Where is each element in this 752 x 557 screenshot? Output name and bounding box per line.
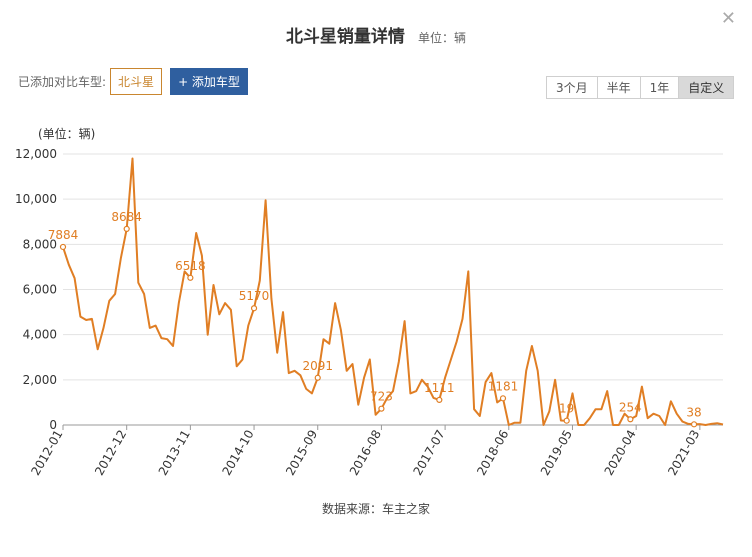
x-tick-label: 2012-12 <box>92 428 129 478</box>
data-label: 254 <box>619 400 642 414</box>
data-label: 1111 <box>424 381 455 395</box>
data-point <box>690 421 698 428</box>
data-label: 6518 <box>175 259 206 273</box>
data-label: 19 <box>559 402 574 416</box>
x-tick-label: 2017-07 <box>411 428 448 478</box>
data-label: 1181 <box>488 379 519 393</box>
y-tick-label: 0 <box>49 418 57 432</box>
x-tick-label: 2015-09 <box>283 428 320 478</box>
x-tick-label: 2013-11 <box>156 428 193 478</box>
data-source: 数据来源：车主之家 <box>321 502 430 516</box>
data-label: 8684 <box>111 210 142 224</box>
x-tick-label: 2016-08 <box>347 428 384 478</box>
x-tick-label: 2012-01 <box>28 428 65 478</box>
close-icon[interactable]: ✕ <box>720 8 736 29</box>
sales-series-line <box>62 157 724 426</box>
add-car-button[interactable]: + 添加车型 <box>170 68 248 95</box>
data-label: 38 <box>686 405 701 419</box>
compare-car-tag[interactable]: 北斗星 <box>110 68 163 95</box>
y-tick-label: 12,000 <box>15 147 57 161</box>
data-label: 2091 <box>302 359 333 373</box>
range-half-year[interactable]: 半年 <box>597 76 641 99</box>
page-title: 北斗星销量详情 <box>285 27 405 47</box>
data-label: 723 <box>370 390 393 404</box>
range-custom[interactable]: 自定义 <box>679 76 735 99</box>
y-tick-label: 8,000 <box>23 237 57 251</box>
data-point <box>627 416 634 423</box>
y-tick-label: 10,000 <box>15 192 57 206</box>
data-label: 7884 <box>48 228 79 242</box>
data-point <box>563 417 570 424</box>
data-point <box>436 396 443 404</box>
data-point <box>499 395 507 402</box>
data-point <box>378 405 385 412</box>
compare-label: 已添加对比车型: <box>18 75 107 89</box>
data-point <box>250 305 258 312</box>
y-axis-label: (单位：辆) <box>38 126 95 141</box>
compare-bar: 已添加对比车型: 北斗星 + 添加车型 <box>18 68 248 95</box>
range-3-months[interactable]: 3个月 <box>546 76 598 99</box>
y-tick-label: 6,000 <box>23 283 57 297</box>
y-tick-label: 4,000 <box>23 328 57 342</box>
title-unit: 单位：辆 <box>418 31 467 45</box>
data-label: 5170 <box>239 289 270 303</box>
x-tick-label: 2018-06 <box>474 427 511 477</box>
x-tick-label: 2020-04 <box>602 428 639 478</box>
data-point <box>59 243 67 251</box>
range-selector: 3个月 半年 1年 自定义 <box>546 76 735 99</box>
range-1-year[interactable]: 1年 <box>640 76 680 99</box>
title-area: 北斗星销量详情 单位：辆 <box>0 22 752 47</box>
y-tick-label: 2,000 <box>23 373 57 387</box>
x-tick-label: 2014-10 <box>219 428 256 478</box>
data-point <box>314 374 321 381</box>
data-point <box>187 274 194 281</box>
x-tick-label: 2019-05 <box>538 428 575 478</box>
data-point <box>123 225 130 232</box>
x-tick-label: 2021-03 <box>665 428 702 478</box>
